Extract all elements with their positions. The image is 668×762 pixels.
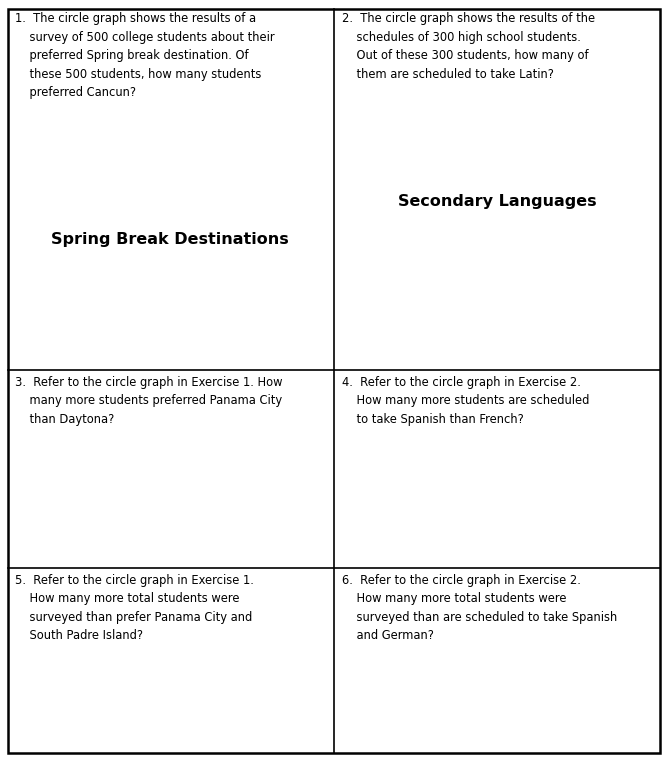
Wedge shape — [166, 264, 218, 316]
Text: None: None — [498, 277, 529, 290]
Text: 19%: 19% — [173, 315, 203, 329]
Wedge shape — [113, 303, 166, 355]
Wedge shape — [453, 249, 500, 303]
Text: 34%: 34% — [476, 324, 506, 338]
Wedge shape — [460, 303, 551, 356]
Text: 20%: 20% — [516, 297, 546, 310]
Wedge shape — [446, 277, 500, 339]
Text: 6.  Refer to the circle graph in Exercise 2.
    How many more total students we: 6. Refer to the circle graph in Exercise… — [342, 574, 617, 642]
Text: 17%: 17% — [498, 269, 528, 282]
Text: 5.  Refer to the circle graph in Exercise 1.
    How many more total students we: 5. Refer to the circle graph in Exercise… — [15, 574, 254, 642]
Text: 24%: 24% — [133, 320, 163, 333]
Text: 18%: 18% — [470, 270, 500, 283]
Text: 12%: 12% — [140, 267, 170, 280]
Text: 17%: 17% — [120, 284, 150, 297]
Text: 28%: 28% — [172, 276, 202, 289]
Text: French: French — [512, 305, 550, 318]
Wedge shape — [166, 249, 202, 303]
Text: Cancun: Cancun — [133, 275, 177, 288]
Text: 1.  The circle graph shows the results of a
    survey of 500 college students a: 1. The circle graph shows the results of… — [15, 12, 275, 99]
Wedge shape — [500, 280, 552, 316]
Text: Miami: Miami — [117, 292, 152, 305]
Text: Latin: Latin — [470, 277, 499, 290]
Text: Daytona: Daytona — [163, 323, 213, 336]
Text: South Padre
Island: South Padre Island — [112, 320, 184, 348]
Wedge shape — [112, 249, 166, 313]
Wedge shape — [156, 303, 217, 356]
Text: 11%: 11% — [457, 290, 487, 303]
Wedge shape — [500, 249, 548, 303]
Text: Panama City: Panama City — [150, 283, 224, 296]
Text: 3.  Refer to the circle graph in Exercise 1. How
    many more students preferre: 3. Refer to the circle graph in Exercise… — [15, 376, 282, 426]
Text: German: German — [448, 298, 496, 311]
Text: Secondary Languages: Secondary Languages — [398, 194, 597, 210]
Text: 2.  The circle graph shows the results of the
    schedules of 300 high school s: 2. The circle graph shows the results of… — [342, 12, 595, 81]
Text: Spanish: Spanish — [468, 331, 514, 344]
Text: 4.  Refer to the circle graph in Exercise 2.
    How many more students are sche: 4. Refer to the circle graph in Exercise… — [342, 376, 589, 426]
Text: Spring Break Destinations: Spring Break Destinations — [51, 232, 289, 248]
